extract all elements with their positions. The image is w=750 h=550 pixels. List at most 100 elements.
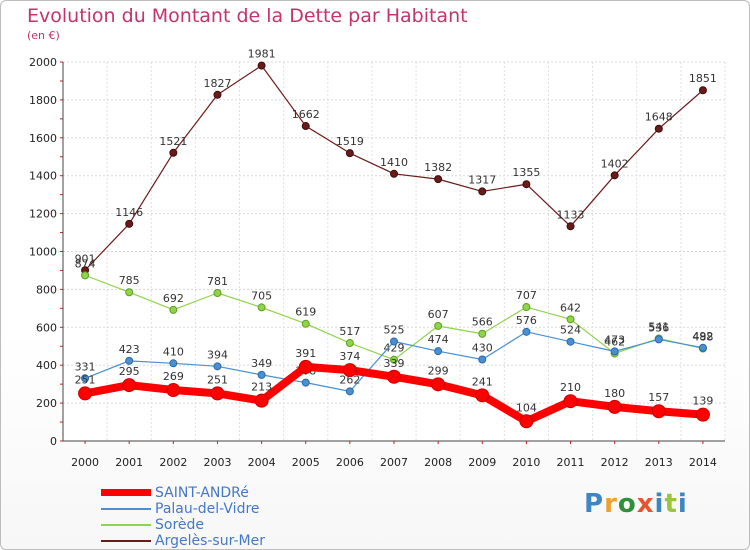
data-point — [390, 355, 398, 364]
data-label: 1410 — [380, 156, 408, 169]
data-point — [522, 180, 531, 189]
logo-letter: o — [617, 489, 637, 519]
y-tick-label: 1600 — [29, 132, 57, 145]
data-point — [522, 303, 531, 312]
data-point — [169, 148, 178, 157]
data-label: 566 — [472, 316, 493, 329]
data-label: 430 — [472, 342, 493, 355]
data-label: 1146 — [115, 206, 143, 219]
data-point — [298, 359, 313, 374]
data-point — [434, 175, 443, 184]
data-label: 213 — [251, 381, 272, 394]
legend-label: SAINT-ANDRé — [155, 485, 249, 501]
data-point — [345, 339, 354, 348]
x-tick-label: 2005 — [292, 456, 320, 469]
data-point — [301, 378, 310, 387]
data-label: 157 — [648, 391, 669, 404]
legend-label: Sorède — [155, 517, 205, 533]
data-label: 874 — [75, 257, 96, 270]
data-label: 1521 — [159, 135, 187, 148]
data-point — [522, 327, 531, 336]
data-label: 423 — [119, 343, 140, 356]
data-point — [122, 378, 137, 393]
x-tick-label: 2003 — [203, 456, 231, 469]
data-label: 1402 — [601, 157, 629, 170]
data-point — [610, 171, 619, 180]
data-point — [431, 377, 446, 392]
data-point — [213, 90, 222, 99]
data-point — [390, 337, 398, 346]
data-point — [566, 315, 575, 324]
data-point — [654, 335, 663, 344]
chart-unit-label: (en €) — [27, 29, 60, 42]
data-label: 1382 — [424, 161, 452, 174]
data-point — [695, 407, 710, 422]
data-point — [81, 374, 90, 383]
data-label: 104 — [516, 401, 537, 414]
data-point — [475, 388, 490, 403]
data-label: 492 — [692, 330, 713, 343]
data-label: 1827 — [203, 77, 231, 90]
y-tick-label: 800 — [36, 283, 57, 296]
data-label: 488 — [692, 331, 713, 344]
data-label: 299 — [428, 364, 449, 377]
proxiti-logo: Proxiti — [584, 489, 688, 519]
data-point — [390, 169, 398, 178]
y-tick-label: 0 — [50, 435, 57, 448]
data-point — [563, 394, 578, 409]
data-label: 642 — [560, 301, 581, 314]
data-point — [651, 404, 666, 419]
data-label: 525 — [384, 324, 405, 337]
data-label: 474 — [428, 333, 449, 346]
x-tick-label: 2004 — [248, 456, 276, 469]
y-tick-label: 1800 — [29, 94, 57, 107]
data-point — [257, 303, 266, 312]
data-label: 619 — [295, 306, 316, 319]
data-point — [607, 399, 622, 414]
data-point — [166, 383, 181, 398]
data-point — [519, 414, 534, 429]
y-tick-label: 200 — [36, 397, 57, 410]
data-point — [345, 149, 354, 158]
x-tick-label: 2010 — [512, 456, 540, 469]
y-tick-label: 400 — [36, 359, 57, 372]
x-tick-label: 2008 — [424, 456, 452, 469]
logo-letter: r — [604, 489, 618, 519]
data-point — [566, 337, 575, 346]
data-point — [301, 319, 310, 328]
data-label: 785 — [119, 274, 140, 287]
y-tick-label: 1200 — [29, 208, 57, 221]
x-tick-label: 2001 — [115, 456, 143, 469]
x-tick-label: 2012 — [601, 456, 629, 469]
data-point — [213, 289, 222, 298]
data-label: 1133 — [557, 208, 585, 221]
logo-letter: x — [636, 489, 655, 519]
y-tick-label: 600 — [36, 321, 57, 334]
data-label: 707 — [516, 289, 537, 302]
plot-area — [63, 62, 725, 441]
data-point — [478, 187, 487, 196]
x-tick-label: 2014 — [689, 456, 717, 469]
data-point — [210, 386, 225, 401]
data-point — [254, 393, 269, 408]
legend-swatch — [101, 540, 151, 542]
data-point — [698, 86, 707, 95]
data-point — [342, 363, 357, 378]
data-label: 349 — [251, 357, 272, 370]
data-label: 473 — [604, 333, 625, 346]
logo-letter: P — [584, 489, 605, 519]
x-tick-label: 2009 — [468, 456, 496, 469]
y-tick-label: 1400 — [29, 170, 57, 183]
data-point — [213, 362, 222, 371]
data-point — [125, 356, 134, 365]
data-point — [78, 386, 93, 401]
data-point — [387, 369, 401, 384]
data-point — [257, 370, 266, 379]
data-label: 781 — [207, 275, 228, 288]
data-label: 210 — [560, 381, 581, 394]
data-label: 429 — [384, 342, 405, 355]
data-label: 251 — [75, 373, 96, 386]
legend-swatch — [101, 524, 151, 526]
data-point — [478, 329, 487, 338]
